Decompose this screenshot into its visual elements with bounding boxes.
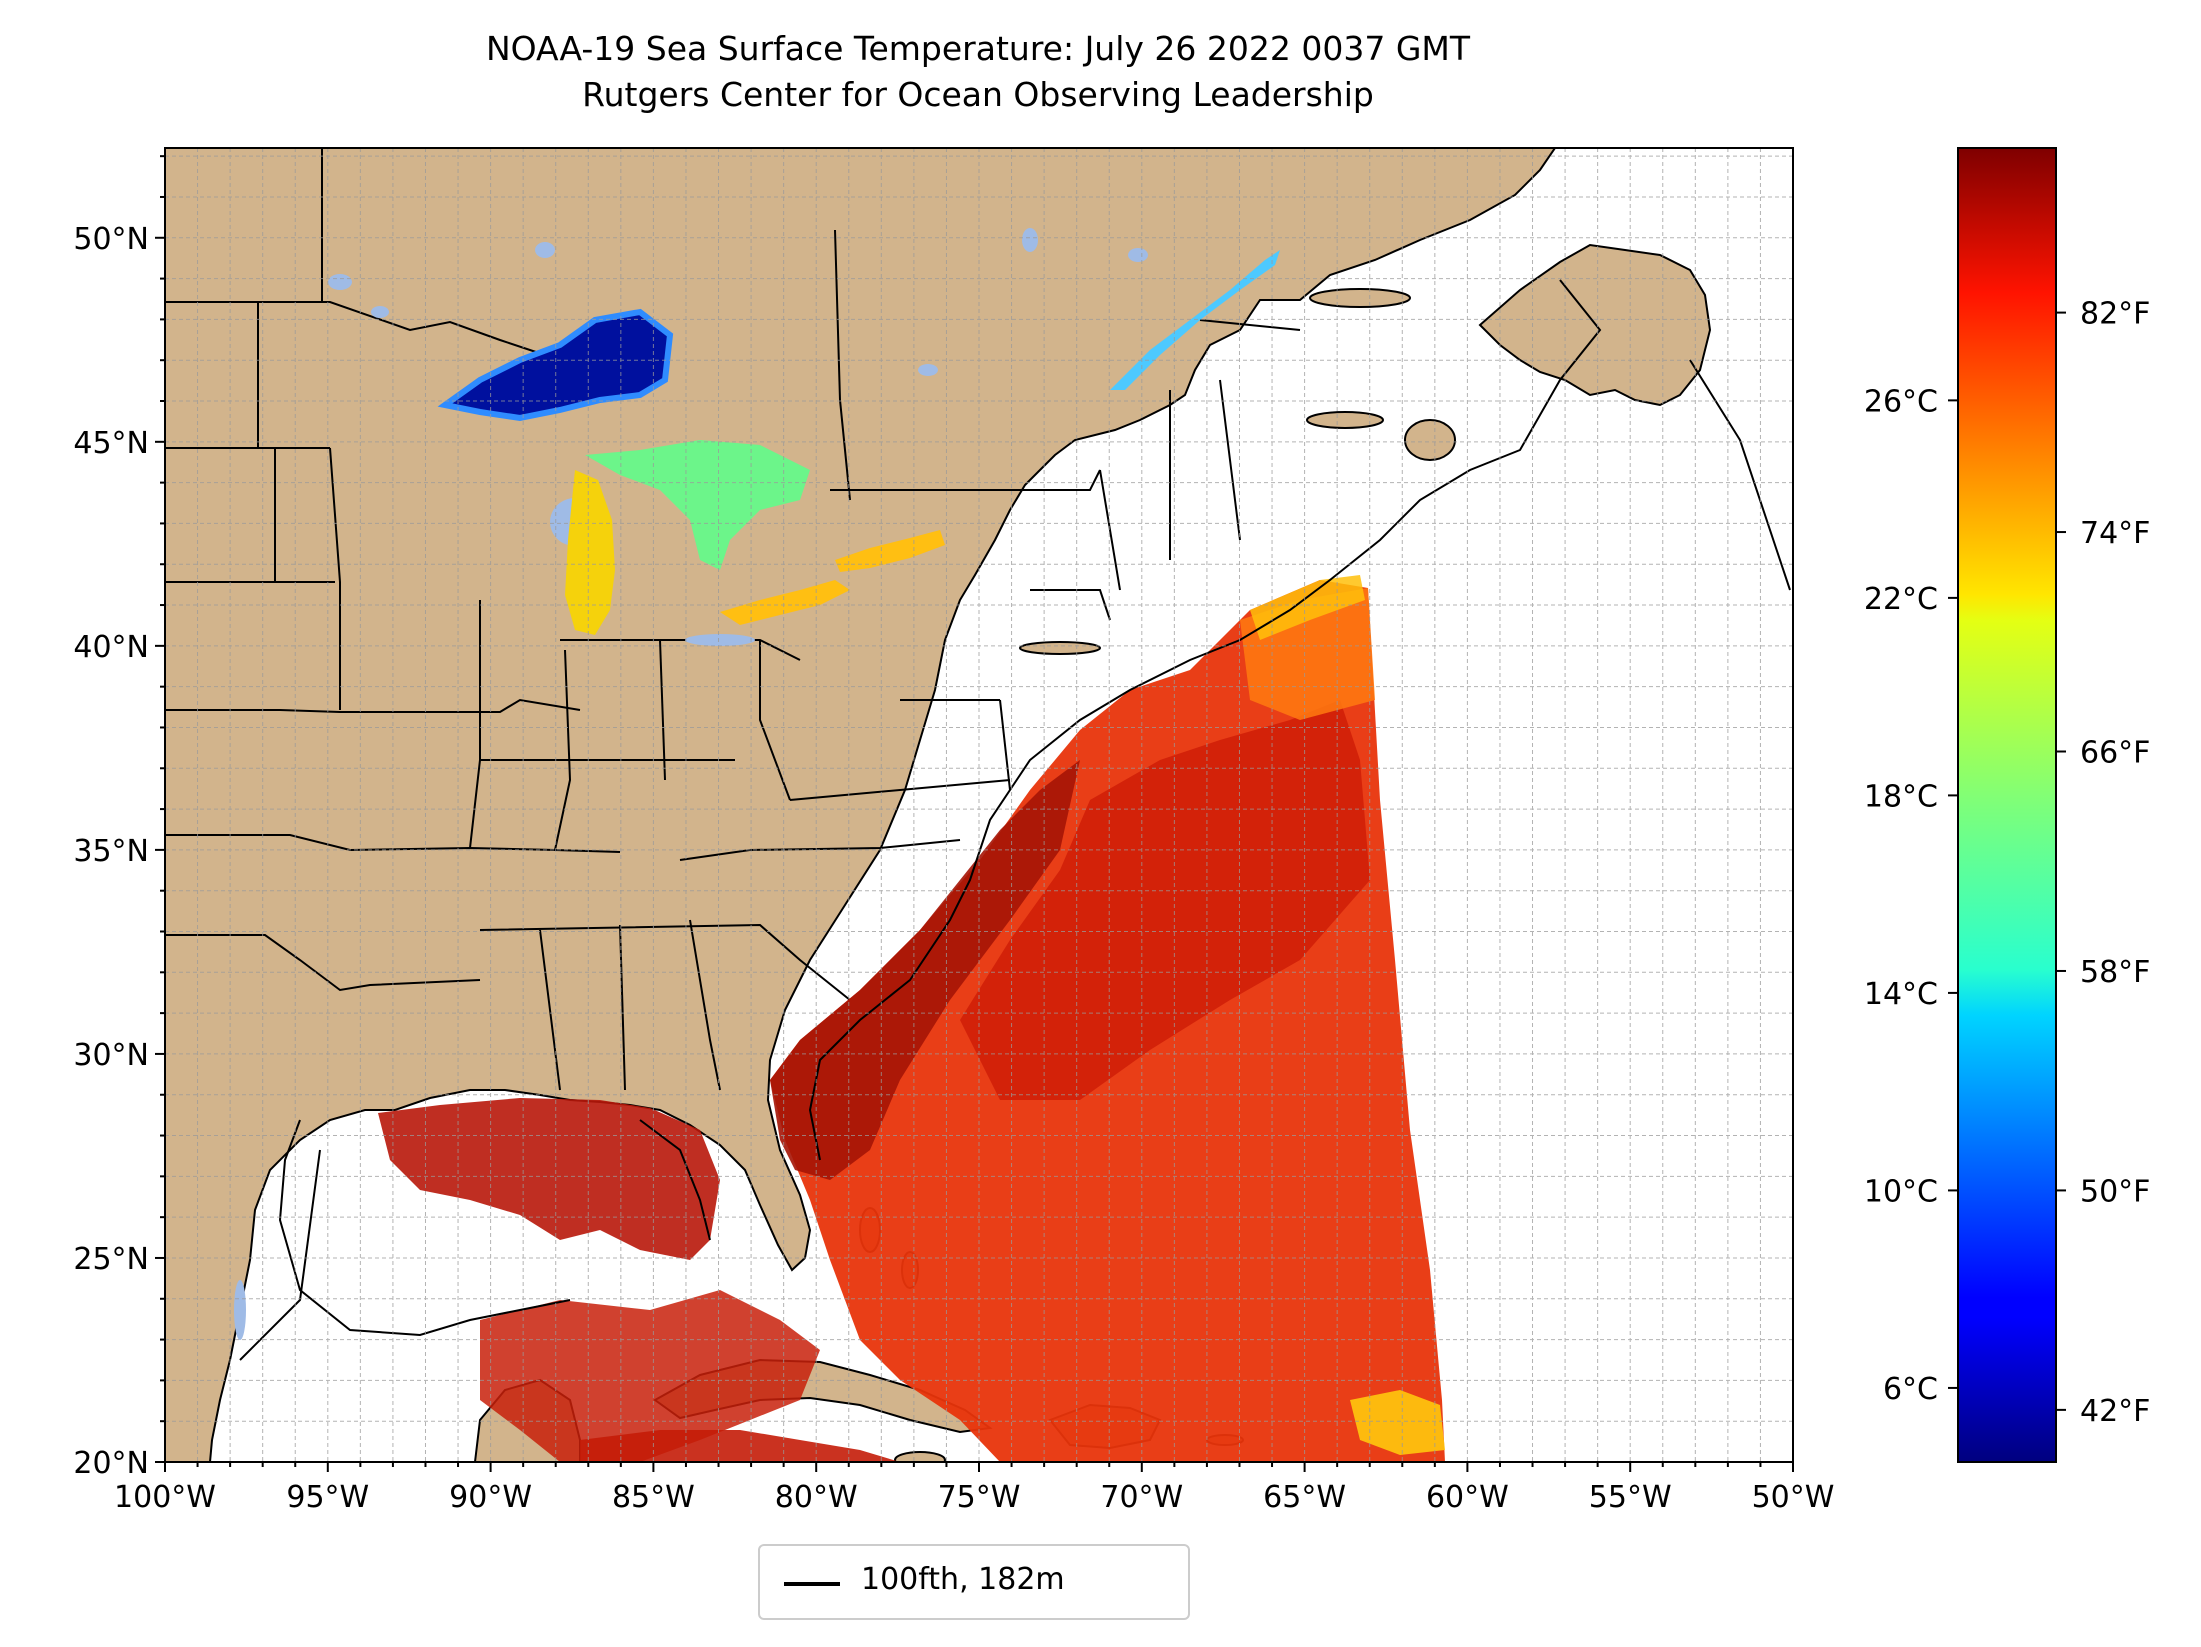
chart-title: NOAA-19 Sea Surface Temperature: July 26…: [163, 26, 1793, 118]
colorbar-c-label: 18°C: [1864, 779, 1938, 814]
y-tick-label: 35°N: [73, 834, 149, 869]
sst-gulf-south: [480, 1290, 820, 1462]
sst-gulf-of-mexico: [378, 1098, 720, 1260]
colorbar-c-label: 26°C: [1864, 384, 1938, 419]
land-pei: [1306, 411, 1384, 429]
lake-superior: [437, 308, 674, 422]
axis-ticks: 100°W 95°W 90°W 85°W 80°W 75°W 70°W 65°W 60°W 55°…: [73, 155, 1835, 1515]
y-tick-label: 25°N: [73, 1242, 149, 1277]
x-tick-label: 65°W: [1263, 1480, 1346, 1515]
sst-atlantic-warm-core: [960, 700, 1370, 1100]
colorbar-f-label: 66°F: [2080, 736, 2150, 771]
lake-huron: [585, 440, 810, 570]
legend-box: 100fth, 182m: [758, 1544, 1190, 1620]
title-line-2: Rutgers Center for Ocean Observing Leade…: [582, 75, 1374, 114]
x-tick-label: 95°W: [286, 1480, 369, 1515]
colorbar-c-label: 14°C: [1864, 977, 1938, 1012]
colorbar-f-label: 42°F: [2080, 1394, 2150, 1429]
x-tick-label: 70°W: [1100, 1480, 1183, 1515]
colorbar-c-label: 6°C: [1883, 1372, 1938, 1407]
sst-northern-edge: [1250, 575, 1365, 640]
land-north-america: [165, 148, 1557, 1462]
lake-ontario: [835, 530, 945, 572]
st-lawrence-estuary: [1110, 250, 1280, 390]
colorbar-f-label: 74°F: [2080, 516, 2150, 551]
y-tick-label: 20°N: [73, 1446, 149, 1481]
x-tick-label: 90°W: [449, 1480, 532, 1515]
lake-erie: [720, 580, 850, 625]
colorbar-c-label: 22°C: [1864, 582, 1938, 617]
x-tick-label: 80°W: [775, 1480, 858, 1515]
sst-great-lakes: [437, 250, 1280, 635]
colorbar-f-label: 82°F: [2080, 297, 2150, 332]
colorbar-ticks: 42°F 50°F 58°F 66°F 74°F 82°F 6°C 10°C 14°C 18°C 2…: [1864, 297, 2151, 1429]
lake-michigan: [565, 470, 615, 635]
colorbar-f-label: 50°F: [2080, 1174, 2150, 1209]
x-tick-label: 100°W: [114, 1480, 216, 1515]
isobath-100fth: [278, 279, 1791, 1337]
x-tick-label: 50°W: [1752, 1480, 1835, 1515]
colorbar-f-label: 58°F: [2080, 955, 2150, 990]
land-cape-breton: [1404, 419, 1456, 461]
sst-caribbean: [580, 1430, 900, 1462]
y-tick-label: 50°N: [73, 222, 149, 257]
x-tick-label: 75°W: [938, 1480, 1021, 1515]
sst-southeast-corner: [1350, 1390, 1445, 1455]
legend-label: 100fth, 182m: [861, 1562, 1065, 1597]
y-tick-label: 40°N: [73, 630, 149, 665]
title-line-1: NOAA-19 Sea Surface Temperature: July 26…: [485, 29, 1471, 68]
y-tick-label: 30°N: [73, 1038, 149, 1073]
x-tick-label: 55°W: [1589, 1480, 1672, 1515]
land-jamaica: [894, 1451, 946, 1462]
legend-line-swatch: [784, 1582, 840, 1586]
y-tick-label: 45°N: [73, 426, 149, 461]
sst-gulf-stream-core: [770, 760, 1080, 1180]
land-anticosti: [1309, 288, 1411, 308]
political-borders: [165, 148, 1301, 1361]
sst-swath: [378, 575, 1445, 1462]
grid-lines: [164, 148, 1794, 1463]
colorbar-c-label: 10°C: [1864, 1174, 1938, 1209]
x-tick-label: 60°W: [1426, 1480, 1509, 1515]
land-long-island: [1019, 641, 1101, 655]
colorbar: [1957, 147, 2057, 1463]
x-tick-label: 85°W: [612, 1480, 695, 1515]
